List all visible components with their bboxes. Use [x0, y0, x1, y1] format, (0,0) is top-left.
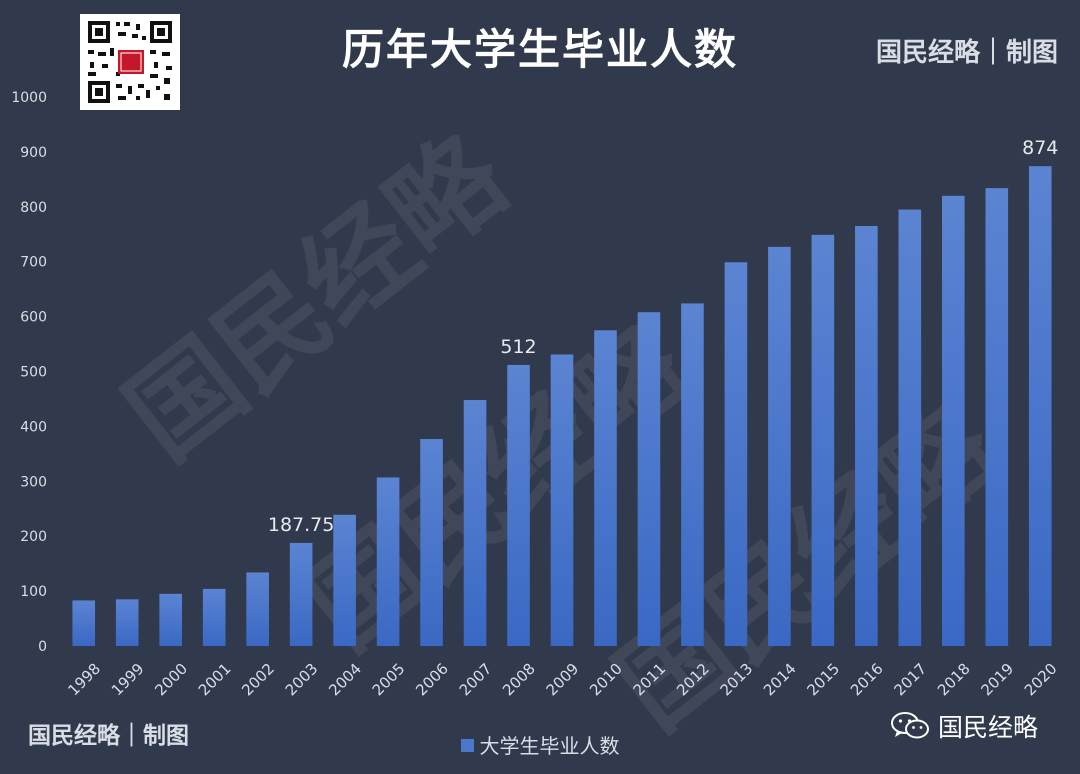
data-label: 512 [500, 336, 536, 358]
bar [507, 364, 530, 646]
x-tick-label: 2015 [804, 660, 844, 700]
x-tick-label: 2013 [717, 660, 757, 700]
x-tick-label: 2000 [151, 660, 191, 700]
bar [1028, 166, 1052, 646]
data-label: 874 [1022, 137, 1058, 159]
bar [159, 593, 182, 646]
y-tick-label: 800 [20, 200, 47, 216]
y-tick-label: 300 [20, 474, 47, 490]
qr-code [80, 14, 180, 110]
y-tick-label: 0 [38, 639, 47, 655]
x-tick-label: 2010 [586, 660, 626, 700]
chart-legend: 大学生毕业人数 [0, 730, 1080, 759]
x-tick-label: 2014 [760, 660, 800, 700]
bar [811, 234, 835, 646]
y-tick-label: 700 [20, 255, 47, 271]
bar [898, 209, 922, 647]
data-label: 187.75 [268, 514, 334, 536]
bar [550, 354, 574, 646]
x-tick-label: 2007 [456, 660, 496, 700]
bar [768, 246, 791, 646]
bar [594, 330, 617, 646]
bar [420, 439, 443, 646]
bar [463, 400, 487, 646]
chart-title: 历年大学生毕业人数 [341, 25, 738, 74]
bar [246, 572, 269, 646]
bar [985, 188, 1009, 646]
x-tick-label: 2011 [630, 660, 670, 700]
bar [376, 477, 400, 646]
wechat-account-name: 国民经略 [938, 713, 1039, 742]
bar [115, 599, 139, 646]
x-tick-label: 2017 [890, 660, 930, 700]
bar [681, 303, 704, 646]
bar [724, 262, 748, 646]
bar [72, 600, 96, 646]
y-tick-label: 500 [20, 365, 47, 381]
y-tick-label: 200 [20, 529, 47, 545]
x-tick-label: 2009 [543, 660, 583, 700]
bar [942, 195, 965, 646]
x-tick-label: 2018 [934, 660, 974, 700]
x-tick-label: 2020 [1021, 660, 1061, 700]
brand-credit-footer: 国民经略｜制图 [28, 722, 189, 749]
y-tick-label: 100 [20, 584, 47, 600]
y-tick-label: 400 [20, 419, 47, 435]
brand-credit: 国民经略｜制图 [875, 38, 1058, 68]
x-tick-label: 2002 [238, 660, 278, 700]
x-tick-label: 2019 [977, 660, 1017, 700]
x-tick-label: 2001 [195, 660, 235, 700]
x-tick-label: 2003 [282, 660, 322, 700]
wechat-account: 国民经略 [890, 708, 1038, 744]
x-tick-label: 2008 [499, 660, 539, 700]
bar [333, 514, 356, 646]
wechat-icon [891, 712, 929, 739]
y-tick-label: 600 [20, 310, 47, 326]
bar [289, 542, 313, 646]
bar [855, 226, 878, 646]
x-tick-label: 2012 [673, 660, 713, 700]
x-tick-label: 1998 [64, 660, 104, 700]
x-tick-label: 1999 [108, 660, 148, 700]
legend-swatch [460, 739, 474, 752]
bar [637, 312, 661, 646]
y-tick-label: 900 [20, 145, 47, 161]
legend-label: 大学生毕业人数 [479, 734, 620, 758]
y-tick-label: 1000 [11, 90, 47, 106]
x-tick-label: 2005 [369, 660, 409, 700]
x-tick-label: 2004 [325, 660, 365, 700]
x-tick-label: 2016 [847, 660, 887, 700]
bar [202, 588, 226, 646]
x-tick-label: 2006 [412, 660, 452, 700]
